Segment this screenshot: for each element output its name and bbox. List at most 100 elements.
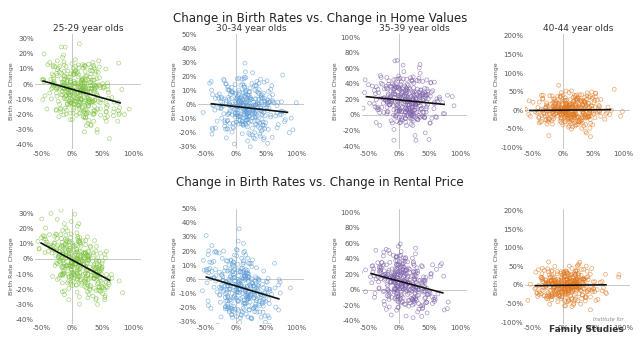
Point <box>79 284 90 289</box>
Point <box>411 296 421 301</box>
Point <box>589 286 599 292</box>
Point <box>580 115 591 120</box>
Point <box>81 276 91 281</box>
Point <box>74 104 84 110</box>
Point <box>388 89 399 95</box>
Point <box>545 112 555 117</box>
Point <box>564 279 575 284</box>
Point <box>580 101 591 106</box>
Point <box>280 119 290 124</box>
Point <box>74 95 84 101</box>
Point <box>238 276 248 281</box>
Point <box>398 295 408 300</box>
Point <box>539 111 549 117</box>
Point <box>53 99 63 104</box>
Point <box>100 115 110 121</box>
Point <box>57 242 67 248</box>
Point <box>561 269 572 275</box>
Point <box>246 264 257 269</box>
Point <box>91 83 101 88</box>
Point <box>57 255 67 261</box>
Point <box>214 91 225 97</box>
Point <box>561 273 571 279</box>
Point <box>393 294 403 300</box>
Point <box>391 262 401 268</box>
Point <box>582 288 592 294</box>
Point <box>380 271 390 277</box>
Point <box>396 294 406 299</box>
Point <box>415 92 426 98</box>
Point <box>251 109 261 115</box>
Point <box>101 101 111 106</box>
Point <box>560 95 570 101</box>
Point <box>401 105 411 110</box>
Point <box>374 270 385 276</box>
Point <box>371 97 381 102</box>
Point <box>417 303 428 308</box>
Point <box>410 285 420 290</box>
Point <box>230 102 241 107</box>
Point <box>573 104 583 110</box>
Point <box>381 84 392 89</box>
Point <box>76 82 86 88</box>
Point <box>86 89 96 94</box>
Point <box>83 254 93 260</box>
Point <box>600 290 611 295</box>
Point <box>240 277 250 282</box>
Point <box>63 278 74 284</box>
Point <box>572 92 582 98</box>
Point <box>227 306 237 312</box>
Point <box>404 109 415 115</box>
Point <box>540 113 550 119</box>
Point <box>248 132 258 138</box>
Point <box>581 275 591 280</box>
Point <box>420 296 430 301</box>
Point <box>567 104 577 109</box>
Point <box>104 275 114 281</box>
Point <box>73 239 83 244</box>
Point <box>77 78 87 83</box>
Point <box>561 117 572 123</box>
Point <box>552 287 562 292</box>
Point <box>532 110 542 116</box>
Point <box>398 85 408 90</box>
Point <box>549 112 559 117</box>
Point <box>387 295 397 300</box>
Point <box>390 95 400 101</box>
Point <box>381 247 391 252</box>
Point <box>550 102 560 107</box>
Point <box>221 98 231 104</box>
Point <box>77 80 88 85</box>
Point <box>551 110 561 116</box>
Point <box>394 84 404 90</box>
Point <box>72 249 82 255</box>
Point <box>408 74 418 80</box>
Point <box>383 91 394 97</box>
Point <box>376 270 386 275</box>
Point <box>386 280 396 285</box>
Point <box>560 98 570 103</box>
Point <box>63 247 74 253</box>
Point <box>236 83 246 88</box>
Point <box>68 94 78 99</box>
Point <box>236 266 246 271</box>
Point <box>253 119 264 124</box>
Point <box>579 278 589 283</box>
Point <box>58 264 68 269</box>
Point <box>44 249 54 254</box>
Point <box>69 80 79 86</box>
Point <box>257 92 268 98</box>
Point <box>447 94 458 99</box>
Point <box>552 269 563 274</box>
Point <box>399 83 410 89</box>
Point <box>257 301 268 307</box>
Point <box>250 122 260 128</box>
Point <box>394 272 404 277</box>
Point <box>55 253 65 258</box>
Point <box>223 305 234 310</box>
Point <box>559 98 570 104</box>
Point <box>241 88 252 93</box>
Point <box>266 292 276 297</box>
Point <box>244 307 255 313</box>
Point <box>234 282 244 287</box>
